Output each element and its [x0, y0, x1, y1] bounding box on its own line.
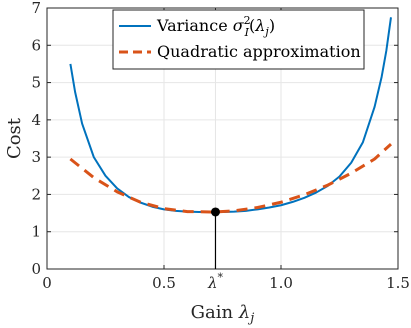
axis-ticks: 0 1 2 3 4 5 6 7 0 0.5 λ* 1.0 1.5 — [31, 0, 409, 292]
y-tick-label: 0 — [31, 260, 41, 278]
series — [69, 17, 392, 269]
y-tick-label: 3 — [31, 148, 41, 166]
optimum-marker — [210, 207, 220, 217]
legend-label-quadratic: Quadratic approximation — [157, 42, 361, 61]
y-tick-label: 1 — [31, 223, 41, 241]
x-tick-label: λ* — [207, 271, 224, 292]
x-tick-label: 0.5 — [152, 274, 176, 292]
y-tick-label: 4 — [31, 111, 41, 129]
legend-label-variance: Variance σ2 I(λj) — [156, 14, 275, 39]
x-tick-label: 0 — [42, 274, 52, 292]
y-tick-label: 6 — [31, 36, 41, 54]
y-tick-label: 5 — [31, 74, 41, 92]
legend-box — [112, 9, 365, 70]
x-tick-label: 1.5 — [386, 274, 410, 292]
y-axis-label: Cost — [4, 117, 25, 159]
quadratic-approximation-curve — [69, 142, 392, 214]
y-tick-label: 2 — [31, 185, 41, 203]
axis-labels: Gain λj Cost — [4, 117, 254, 326]
y-tick-label: 7 — [31, 0, 41, 17]
x-tick-label: 1.0 — [269, 274, 293, 292]
x-axis-label: Gain λj — [191, 302, 255, 326]
plot-frame — [46, 7, 399, 270]
legend: Variance σ2 I(λj) Quadratic approximation — [112, 9, 365, 70]
